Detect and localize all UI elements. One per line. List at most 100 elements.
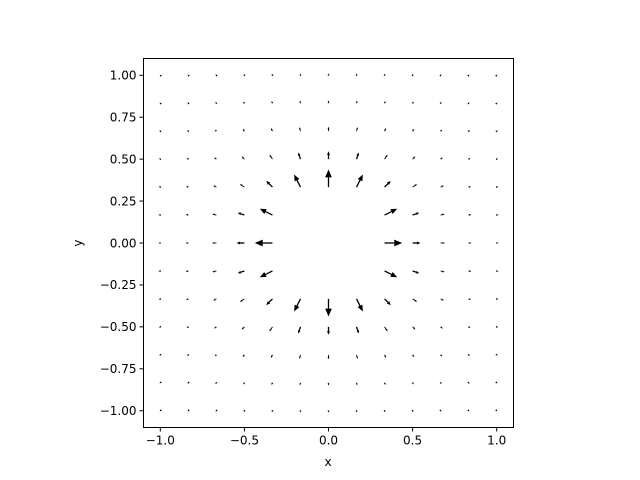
quiver-arrow <box>439 101 442 105</box>
quiver-arrow <box>383 100 386 104</box>
quiver-arrow <box>242 354 245 358</box>
quiver-arrow <box>271 410 274 413</box>
quiver-arrow <box>355 73 358 76</box>
quiver-arrow <box>495 74 498 77</box>
quiver-arrow <box>496 242 499 244</box>
x-axis: −1.0 −0.5 0.0 0.5 1.0 <box>146 427 506 448</box>
quiver-arrow <box>158 214 161 216</box>
quiver-arrow <box>187 409 190 412</box>
quiver-arrow <box>213 298 217 301</box>
quiver-arrow <box>158 242 161 244</box>
quiver-arrow <box>269 154 273 160</box>
quiver-arrow <box>384 208 398 216</box>
quiver-arrow <box>299 73 302 76</box>
quiver-arrow <box>355 382 358 386</box>
quiver-arrow <box>187 130 190 133</box>
quiver-arrow <box>439 74 442 77</box>
quiver-arrow <box>412 326 416 330</box>
quiver-arrow <box>495 353 498 356</box>
quiver-arrow <box>411 101 414 104</box>
quiver-arrow <box>496 214 499 216</box>
quiver-arrow <box>468 270 472 272</box>
quiver-arrow <box>215 101 218 105</box>
y-tick-label: −0.75 <box>100 362 137 376</box>
quiver-arrow <box>412 270 420 274</box>
quiver-arrow <box>299 410 302 413</box>
quiver-arrow <box>412 156 416 160</box>
quiver-arrow <box>271 73 274 76</box>
quiver-arrow <box>271 100 274 104</box>
quiver-arrow <box>185 270 189 272</box>
quiver-arrow <box>495 297 499 300</box>
x-tick-label: −1.0 <box>146 434 175 448</box>
quiver-arrow <box>159 74 162 77</box>
quiver-arrow <box>467 381 470 384</box>
quiver-arrow <box>299 127 301 132</box>
quiver-arrow <box>468 186 471 188</box>
quiver-arrow <box>269 326 273 332</box>
quiver-arrow <box>384 180 391 188</box>
x-tick-label: 0.5 <box>403 434 422 448</box>
quiver-arrow <box>299 382 302 386</box>
quiver-arrow <box>215 409 218 412</box>
quiver-arrow <box>439 354 443 357</box>
quiver-arrow <box>495 158 499 161</box>
quiver-arrow <box>239 184 245 188</box>
quiver-arrow <box>412 128 415 132</box>
quiver-arrow <box>259 208 273 216</box>
quiver-arrow <box>495 409 498 412</box>
quiver-arrow <box>384 326 388 332</box>
quiver-arrow <box>158 270 161 272</box>
quiver-arrow <box>440 298 444 301</box>
quiver-arrow <box>212 270 217 273</box>
quiver-arrow <box>299 100 302 104</box>
quiver-arrow <box>440 213 445 216</box>
y-tick-label: −0.50 <box>100 320 137 334</box>
quiver-arrow <box>211 242 217 244</box>
quiver-arrow <box>495 381 498 384</box>
quiver-arrow <box>412 212 420 216</box>
quiver-arrow <box>185 242 189 244</box>
y-tick-label: 0.75 <box>110 111 137 125</box>
quiver-arrow <box>496 270 499 272</box>
quiver-arrow <box>213 185 217 188</box>
quiver-arrow <box>355 100 358 104</box>
quiver-arrow <box>214 326 217 329</box>
quiver-arrow <box>384 354 387 358</box>
x-tick-label: −0.5 <box>230 434 259 448</box>
quiver-arrow <box>259 270 273 278</box>
quiver-arrow <box>297 326 302 334</box>
quiver-arrow <box>185 214 189 216</box>
y-tick-label: −1.00 <box>100 404 137 418</box>
quiver-arrow <box>355 410 358 413</box>
quiver-arrow <box>187 353 190 356</box>
quiver-arrow <box>159 381 162 384</box>
quiver-arrow <box>159 409 162 412</box>
quiver-arrow <box>440 242 446 244</box>
quiver-arrow <box>243 382 246 385</box>
quiver-arrow <box>468 298 471 300</box>
quiver-arrow <box>440 270 445 273</box>
quiver-arrow <box>270 128 273 132</box>
quiver-arrow <box>384 239 403 247</box>
quiver-arrow <box>237 212 245 216</box>
quiver-arrow <box>239 298 245 302</box>
quiver-arrow <box>440 185 444 188</box>
quiver-arrow <box>159 353 162 356</box>
quiver-arrow <box>236 241 245 245</box>
quiver-arrow <box>467 74 470 77</box>
quiver-arrow <box>212 213 217 216</box>
quiver-arrow <box>383 73 386 76</box>
quiver-arrow <box>159 102 162 105</box>
quiver-arrow <box>187 102 190 105</box>
y-tick-label: 1.00 <box>110 69 137 83</box>
quiver-arrow <box>327 410 330 413</box>
quiver-arrow <box>355 298 363 312</box>
x-axis-title: x <box>324 455 331 469</box>
quiver-arrow <box>383 410 386 413</box>
arrow-layer <box>158 73 499 413</box>
quiver-arrow <box>327 354 330 360</box>
quiver-arrow <box>384 154 388 160</box>
quiver-arrow <box>294 298 302 312</box>
